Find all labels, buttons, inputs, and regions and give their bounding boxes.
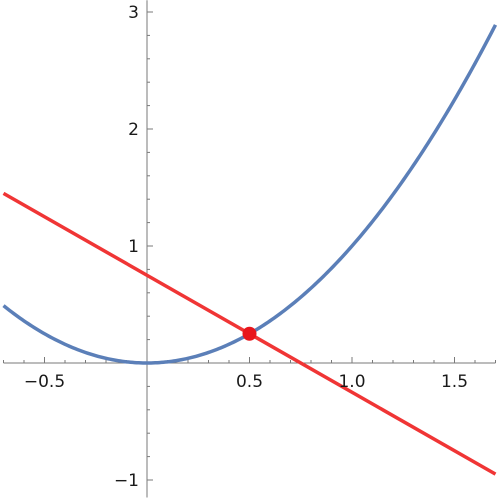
y-tick-label: 1 <box>128 237 139 257</box>
x-tick-label: −0.5 <box>24 372 65 392</box>
axes <box>3 0 496 498</box>
points-layer <box>242 326 257 341</box>
x-tick-label: 0.5 <box>236 372 263 392</box>
x-tick-label: 1.5 <box>441 372 468 392</box>
y-tick-label: 2 <box>128 120 139 140</box>
intersection-point <box>242 326 257 341</box>
tick-labels: −0.5 0.5 1.0 1.5 −1 1 2 3 <box>24 3 468 491</box>
y-tick-label: 3 <box>128 3 139 23</box>
series-line-1 <box>2 24 498 365</box>
y-tick-label: −1 <box>114 471 139 491</box>
series-layer <box>2 24 498 476</box>
x-tick-label: 1.0 <box>338 372 365 392</box>
